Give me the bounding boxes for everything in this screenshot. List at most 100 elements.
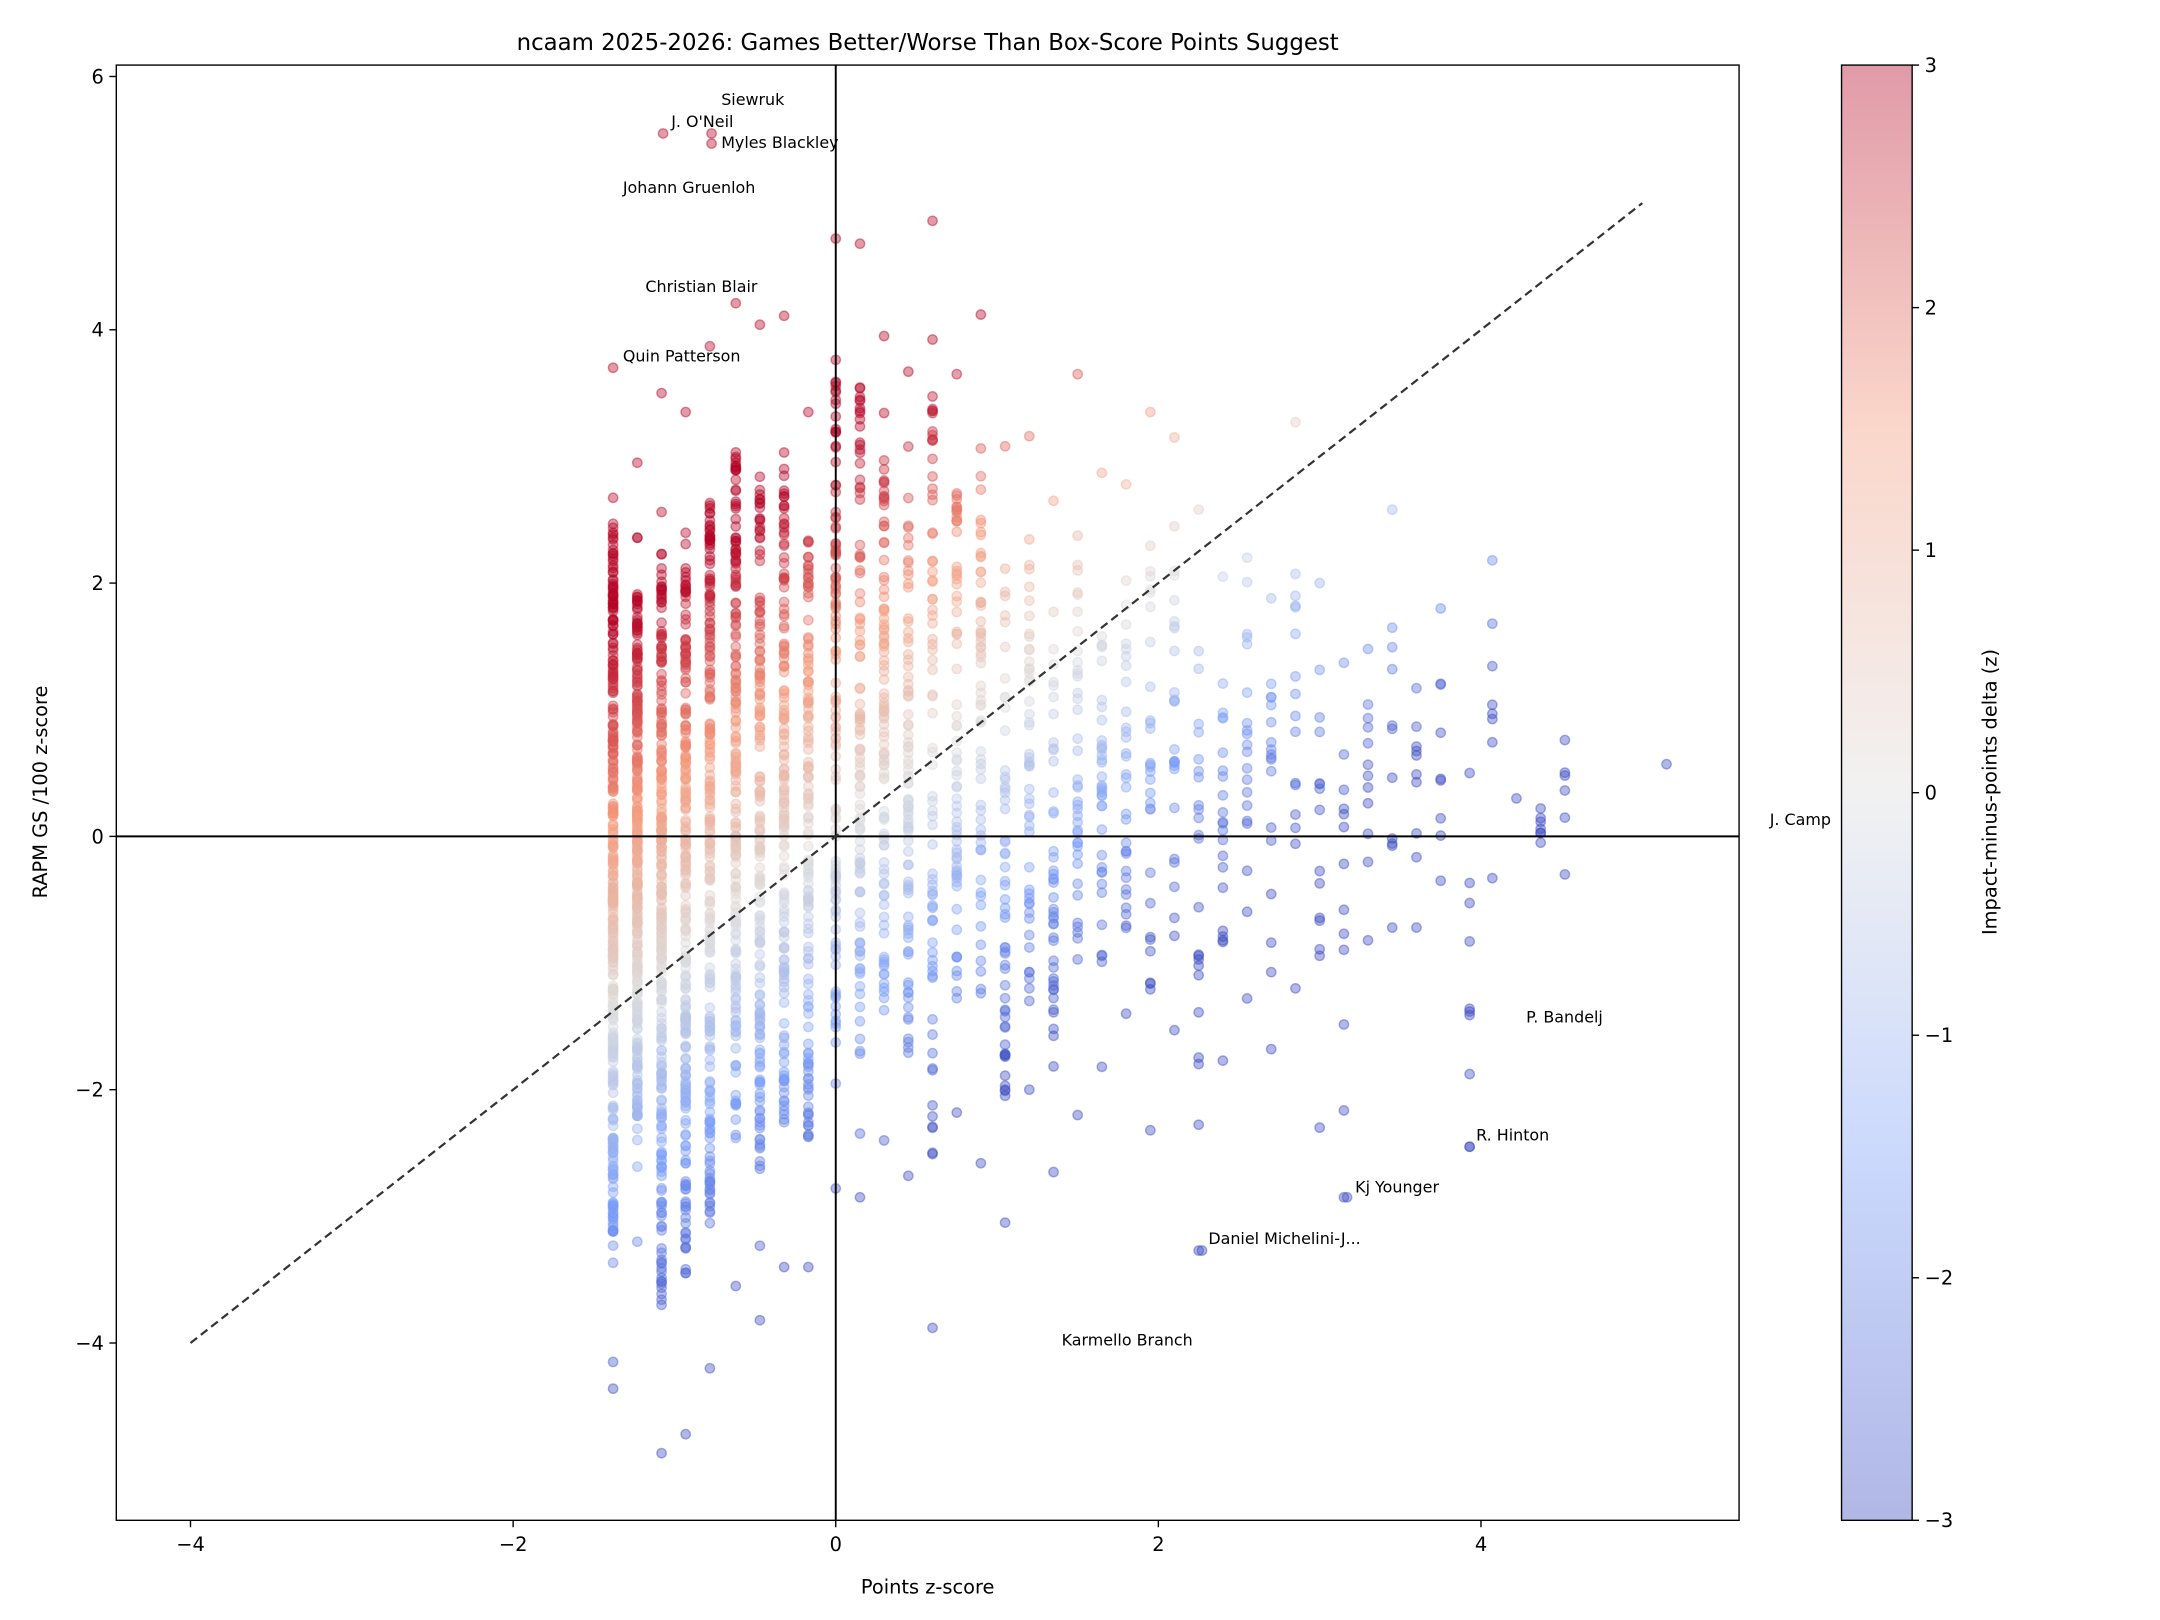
data-point bbox=[607, 742, 619, 754]
data-point bbox=[1048, 691, 1059, 703]
data-point bbox=[999, 702, 1011, 713]
data-point bbox=[854, 886, 866, 897]
data-point bbox=[951, 568, 963, 579]
data-point bbox=[607, 765, 619, 777]
data-point bbox=[802, 591, 814, 603]
data-point bbox=[656, 1106, 667, 1117]
data-point bbox=[656, 1148, 667, 1159]
data-point bbox=[680, 913, 692, 925]
data-point bbox=[878, 520, 890, 532]
data-point bbox=[680, 1095, 692, 1107]
data-point bbox=[656, 766, 667, 777]
data-point bbox=[1464, 1009, 1476, 1021]
data-point bbox=[902, 884, 914, 896]
data-point bbox=[680, 864, 692, 876]
annotation-label: Quin Patterson bbox=[623, 346, 741, 365]
data-point bbox=[631, 1000, 643, 1012]
data-point bbox=[704, 861, 716, 873]
data-point bbox=[607, 1071, 619, 1083]
data-point bbox=[778, 1116, 790, 1128]
data-point bbox=[656, 813, 667, 824]
data-point bbox=[631, 1014, 643, 1026]
data-point bbox=[656, 937, 667, 949]
data-point bbox=[878, 1004, 890, 1016]
data-point bbox=[1120, 660, 1132, 671]
data-point bbox=[975, 641, 987, 653]
data-point bbox=[730, 881, 742, 892]
data-point bbox=[607, 810, 619, 822]
data-point bbox=[1217, 882, 1229, 894]
data-point bbox=[754, 704, 766, 716]
data-point bbox=[631, 968, 643, 980]
data-point bbox=[680, 634, 692, 645]
annotation-label: Karmello Branch bbox=[1062, 1331, 1193, 1350]
data-point bbox=[656, 786, 667, 798]
data-point bbox=[656, 702, 667, 714]
data-point bbox=[1435, 875, 1447, 887]
data-point bbox=[607, 1226, 619, 1238]
data-point bbox=[607, 1100, 619, 1112]
data-point bbox=[631, 965, 643, 977]
annotation-label: Daniel Michelini-J... bbox=[1208, 1229, 1360, 1248]
data-point bbox=[1486, 554, 1498, 566]
data-point bbox=[1023, 811, 1035, 823]
data-point bbox=[607, 1172, 619, 1184]
data-point bbox=[607, 655, 619, 667]
data-point bbox=[927, 391, 938, 402]
data-point bbox=[730, 686, 742, 698]
data-point bbox=[902, 794, 914, 806]
data-point bbox=[1120, 750, 1132, 762]
data-point bbox=[927, 1147, 938, 1159]
data-point bbox=[631, 771, 643, 783]
data-point bbox=[927, 805, 938, 817]
data-point bbox=[607, 758, 619, 769]
x-tick-label: −2 bbox=[499, 1533, 528, 1556]
data-point bbox=[607, 866, 619, 878]
annotation-label: Christian Blair bbox=[645, 277, 757, 296]
data-point bbox=[631, 901, 643, 913]
data-point bbox=[607, 984, 619, 996]
data-point bbox=[607, 548, 619, 559]
data-point bbox=[1120, 478, 1132, 490]
data-point bbox=[631, 696, 643, 707]
data-point bbox=[704, 590, 716, 602]
data-point bbox=[878, 674, 890, 685]
data-point bbox=[631, 1038, 643, 1050]
data-point bbox=[1144, 867, 1156, 879]
data-point bbox=[631, 967, 643, 978]
colorbar-tick-label: 1 bbox=[1925, 539, 1937, 562]
data-point bbox=[607, 912, 619, 923]
data-point bbox=[854, 866, 866, 878]
data-point bbox=[999, 875, 1011, 887]
data-point bbox=[778, 685, 790, 697]
data-point bbox=[1217, 747, 1229, 759]
data-point bbox=[754, 721, 766, 733]
data-point bbox=[730, 532, 742, 544]
data-point bbox=[631, 845, 643, 856]
data-point bbox=[680, 757, 692, 769]
data-point bbox=[607, 1240, 619, 1251]
data-point bbox=[607, 567, 619, 579]
data-point bbox=[656, 1027, 667, 1039]
data-point bbox=[607, 964, 619, 976]
data-point bbox=[754, 689, 766, 701]
data-point bbox=[802, 744, 814, 755]
data-point bbox=[656, 562, 667, 574]
data-point bbox=[754, 605, 766, 617]
data-point bbox=[631, 652, 643, 664]
data-point bbox=[854, 907, 866, 919]
data-point bbox=[730, 641, 742, 653]
data-point bbox=[631, 960, 643, 972]
data-point bbox=[1048, 891, 1059, 903]
data-point bbox=[631, 841, 643, 853]
data-point bbox=[631, 1022, 643, 1034]
data-point bbox=[631, 855, 643, 866]
data-point bbox=[1072, 587, 1084, 598]
data-point bbox=[778, 610, 790, 622]
data-point bbox=[680, 890, 692, 902]
data-point bbox=[656, 707, 667, 719]
data-point bbox=[975, 577, 987, 589]
data-point bbox=[607, 935, 619, 947]
data-point bbox=[730, 668, 742, 680]
